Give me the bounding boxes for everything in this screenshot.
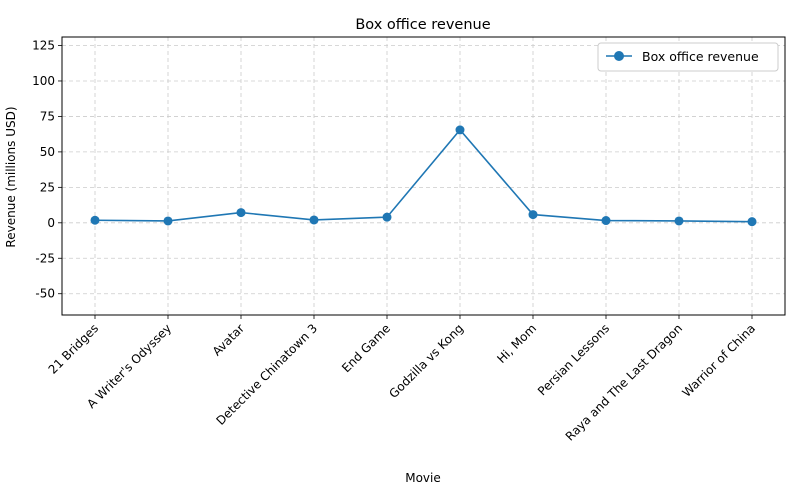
x-tick-label: 21 Bridges (46, 321, 101, 376)
y-tick-label: 75 (40, 109, 55, 123)
data-point (382, 212, 392, 222)
y-tick-label: -25 (35, 251, 55, 265)
x-tick-label: Warrior of China (679, 321, 758, 400)
data-point (309, 215, 319, 225)
y-axis: -50 -25 0 25 50 75 100 125 (32, 39, 62, 301)
plot-area (62, 37, 785, 315)
x-tick-label: End Game (339, 321, 393, 375)
legend-marker (614, 51, 624, 61)
data-point (236, 208, 246, 218)
x-axis-label: Movie (405, 471, 441, 485)
x-tick-label: Godzilla vs Kong (386, 321, 466, 401)
x-tick-label: A Writer's Odyssey (84, 321, 174, 411)
data-point (674, 216, 684, 226)
data-point (455, 125, 465, 135)
x-tick-label: Hi, Mom (494, 321, 539, 366)
y-tick-label: 25 (40, 180, 55, 194)
x-tick-label: Raya and The Last Dragon (563, 321, 685, 443)
legend: Box office revenue (597, 42, 779, 72)
series-line (94, 128, 753, 223)
data-point (601, 216, 611, 226)
y-tick-label: -50 (35, 287, 55, 301)
plot-frame (61, 36, 786, 316)
data-point (163, 216, 173, 226)
legend-box (597, 42, 779, 72)
y-tick-label: 100 (32, 74, 55, 88)
x-tick-label: Avatar (210, 321, 247, 358)
data-point (747, 217, 757, 227)
y-axis-label: Revenue (millions USD) (4, 106, 18, 247)
series-layer (90, 125, 757, 227)
y-tick-label: 50 (40, 145, 55, 159)
data-point (528, 210, 538, 220)
y-tick-label: 0 (47, 216, 55, 230)
chart-title: Box office revenue (355, 17, 490, 33)
legend-label: Box office revenue (642, 49, 759, 64)
data-point (90, 215, 100, 225)
x-tick-label: Persian Lessons (535, 321, 612, 398)
y-tick-label: 125 (32, 39, 55, 53)
